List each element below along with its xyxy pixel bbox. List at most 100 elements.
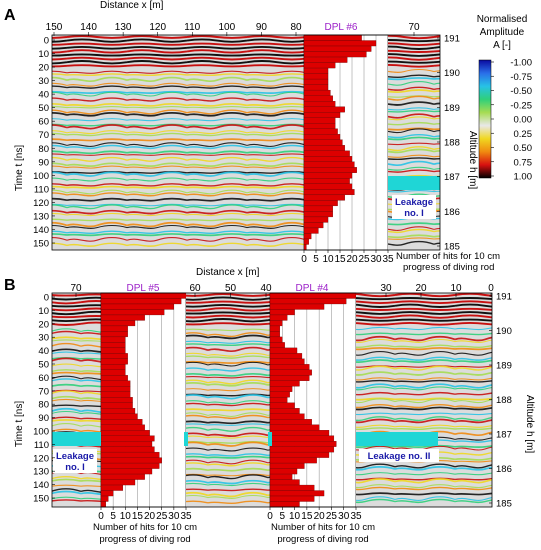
dpl4-bar: [269, 358, 305, 365]
panel-b-time-label: 150: [33, 494, 49, 505]
panel-a-time-label: 10: [38, 49, 49, 60]
dpl4-bar: [269, 303, 325, 310]
dpl4-bar: [269, 490, 325, 497]
dpl6-bar: [303, 89, 331, 96]
dpl6-xtick-label: 0: [301, 254, 307, 265]
panel-b-altitude-label: 188: [496, 395, 512, 406]
dpl6-bar: [303, 101, 336, 107]
dpl6-bar: [303, 45, 372, 52]
dpl6-bar: [303, 84, 329, 91]
dpl4-bar: [269, 380, 300, 387]
dpl6-xtick-label: 15: [334, 254, 346, 265]
dpl5-bar: [100, 331, 128, 338]
dpl5-bar: [100, 358, 128, 365]
dpl4-bar: [269, 292, 357, 299]
dpl6-bar: [303, 73, 329, 80]
dpl4-xtick-label: 0: [267, 511, 273, 522]
dpl6-title: DPL #6: [325, 22, 358, 33]
panel-b-x-seg2-label: 40: [260, 283, 272, 294]
dpl4-xtick-label: 15: [301, 511, 313, 522]
dpl4-xtick-label: 5: [280, 511, 286, 522]
panel-a: A Distance x [m] Time t [ns] Altitude h …: [4, 0, 500, 273]
dpl4-bar: [269, 314, 288, 321]
leakage-label-b1-bg: [53, 449, 97, 473]
dpl5-bar: [100, 314, 145, 321]
panel-a-x-label: 140: [80, 22, 97, 33]
panel-a-x-label: 150: [46, 22, 63, 33]
dpl5-bar: [100, 468, 153, 475]
panel-b-x-seg3-label: 30: [380, 283, 392, 294]
panel-b-x-seg2-label: 50: [225, 283, 237, 294]
panel-a-time-label: 100: [33, 171, 49, 182]
dpl5-bar: [100, 336, 126, 343]
dpl6-bar: [303, 211, 333, 218]
dpl6-bar: [303, 172, 353, 179]
dpl6-xtick-label: 25: [358, 254, 370, 265]
dpl4-xtick-label: 25: [326, 511, 338, 522]
panel-a-time-label: 20: [38, 63, 49, 74]
panel-a-time-label: 40: [38, 90, 49, 101]
leakage-label-a-line1: Leakage: [395, 197, 433, 208]
dpl5-bar: [100, 484, 124, 491]
panel-a-time-label: 50: [38, 103, 49, 114]
panel-a-letter: A: [4, 7, 16, 24]
panel-b-x-seg1-label: 70: [70, 283, 82, 294]
dpl5-title: DPL #5: [127, 283, 160, 294]
colorbar-ticks: -1.00 -0.75 -0.50 -0.25 0.00 0.25 0.50 0.75 1.00: [491, 58, 532, 183]
dpl5-bar: [100, 391, 131, 398]
dpl4-bar: [269, 391, 290, 398]
panel-b-x-seg3-label: 20: [415, 283, 427, 294]
dpl6-xtick-label: 20: [346, 254, 358, 265]
colorbar-tick-label: -0.50: [510, 86, 532, 97]
panel-a-altitude-label: 188: [444, 138, 460, 149]
panel-b-x-seg3-label: 10: [450, 283, 462, 294]
colorbar-tick-label: -0.75: [510, 72, 532, 83]
dpl4-title: DPL #4: [296, 283, 329, 294]
dpl6-bar: [303, 56, 348, 63]
dpl5-bar: [100, 369, 126, 376]
panel-a-x-label: 80: [290, 22, 302, 33]
dpl5-bar: [100, 419, 143, 425]
panel-b-time-label: 100: [33, 427, 49, 438]
dpl6-xtick-label: 10: [322, 254, 334, 265]
dpl5-bar: [100, 386, 131, 392]
dpl5-bar: [100, 325, 128, 332]
dpl4-bar: [269, 484, 315, 491]
dpl5-bar: [100, 501, 107, 508]
panel-b-altitude-label: 189: [496, 361, 512, 372]
dpl4-bar: [269, 375, 310, 381]
dpl4-bar: [269, 451, 330, 458]
dpl6-bar: [303, 227, 319, 234]
panel-a-time-label: 80: [38, 144, 49, 155]
dpl6-bars: [303, 34, 377, 251]
dpl5-bar: [100, 446, 155, 453]
dpl4-bar: [269, 413, 305, 420]
dpl4-bar: [269, 386, 293, 392]
panel-b-gpr-seg1: [52, 293, 101, 507]
leakage-band-b-dpl4: [268, 432, 272, 446]
panel-a-x-axis-title: Distance x [m]: [100, 0, 164, 11]
dpl5-bar: [100, 298, 182, 305]
panel-a-x-label: 90: [256, 22, 268, 33]
dpl6-bar: [303, 216, 329, 223]
dpl5-bar: [100, 441, 153, 447]
dpl5-bar: [100, 473, 145, 480]
dpl4-bar: [269, 397, 288, 403]
dpl6-bar: [303, 222, 324, 229]
panel-b-altitude-label: 187: [496, 430, 512, 441]
leakage-band-b2: [356, 432, 438, 446]
dpl4-bar: [269, 430, 330, 436]
leakage-label-b1-line2: no. I: [65, 462, 85, 473]
dpl4-bar: [269, 408, 300, 414]
panel-b-time-label: 10: [38, 306, 49, 317]
panel-a-y-axis-title: Time t [ns]: [14, 145, 25, 192]
dpl4-bar: [269, 331, 280, 338]
dpl4-bar: [269, 457, 317, 464]
panel-b-frame: [51, 292, 493, 508]
dpl5-xtick-label: 5: [110, 511, 116, 522]
panel-a-x-label: 130: [115, 22, 132, 33]
panel-b-y-axis-title: Time t [ns]: [14, 401, 25, 448]
dpl4-bar: [269, 369, 312, 376]
panel-b-gpr-seg2: [186, 293, 270, 507]
